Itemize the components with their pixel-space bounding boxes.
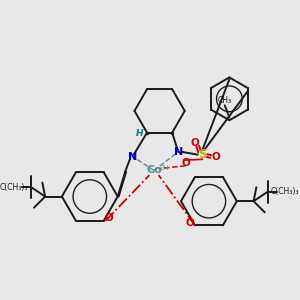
Text: C(CH₃)₃: C(CH₃)₃	[0, 183, 28, 192]
Text: H: H	[136, 129, 143, 138]
Text: Co: Co	[146, 166, 162, 176]
Text: O: O	[104, 213, 113, 223]
Text: CH₃: CH₃	[218, 96, 232, 105]
Text: C(CH₃)₃: C(CH₃)₃	[271, 188, 299, 196]
Text: 3+: 3+	[161, 165, 171, 171]
Text: O: O	[211, 152, 220, 161]
Text: S: S	[198, 148, 207, 161]
Text: N: N	[128, 152, 137, 161]
Text: O: O	[186, 218, 195, 228]
Text: N: N	[174, 147, 183, 157]
Text: O: O	[181, 158, 190, 168]
Text: O: O	[190, 139, 199, 148]
